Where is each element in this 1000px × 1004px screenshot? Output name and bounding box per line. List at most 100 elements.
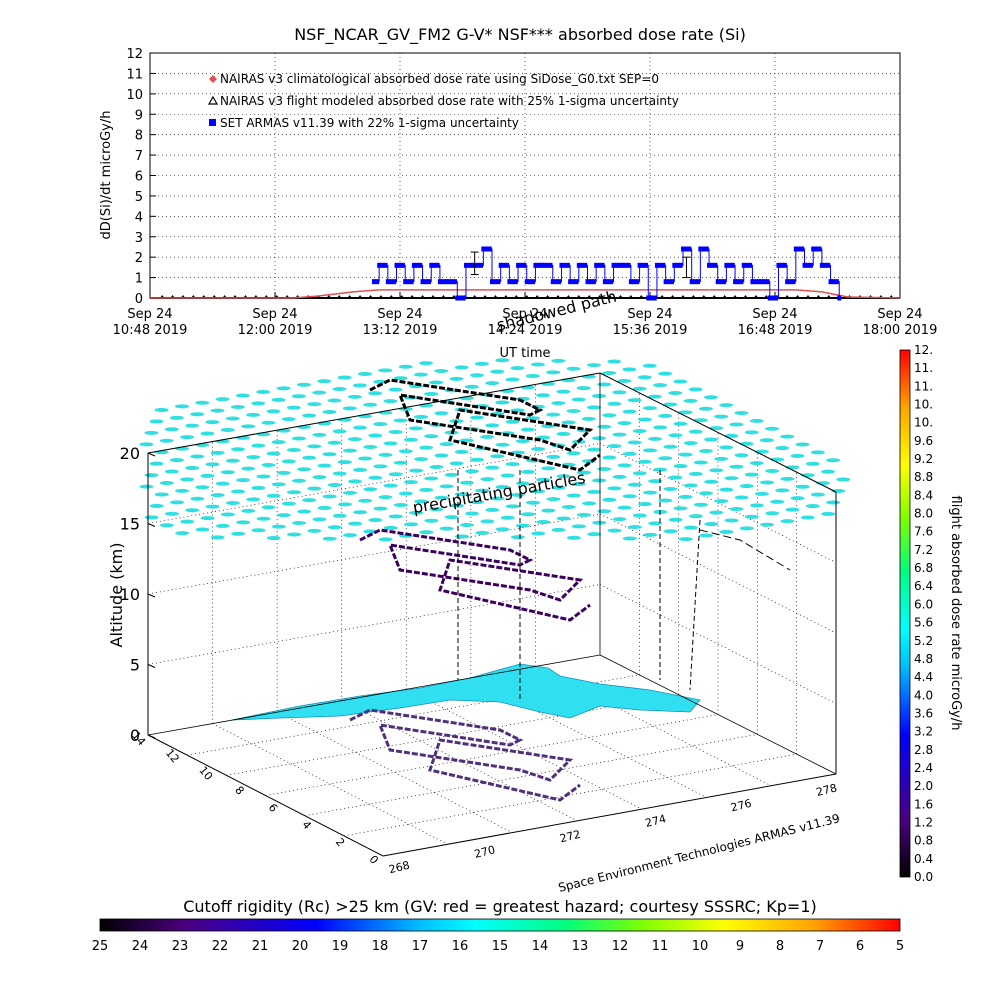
series-armas-point	[739, 279, 744, 285]
series-armas-point	[571, 279, 576, 285]
series-armas-point	[533, 262, 538, 268]
particle-dash	[592, 520, 607, 525]
series-armas-point	[470, 262, 475, 268]
series-armas-point	[507, 279, 512, 285]
particle-dash	[582, 501, 597, 506]
series-armas-point	[701, 246, 706, 252]
particle-dash	[658, 498, 673, 503]
series-armas-point	[467, 262, 472, 268]
colorbar-tick-label: 1.6	[914, 797, 933, 811]
particle-dash	[729, 464, 744, 469]
particle-dash	[307, 486, 322, 491]
series-armas-point	[834, 279, 839, 285]
series-flight-modeled-point	[607, 295, 614, 299]
ground-dose-footprint	[231, 663, 701, 721]
series-armas-point	[788, 279, 793, 285]
particle-dash	[317, 505, 332, 510]
particle-dash	[709, 468, 724, 473]
series-armas-point	[666, 279, 671, 285]
particle-dash	[688, 387, 703, 392]
latitude-tick-label: 4	[299, 818, 313, 832]
particle-dash	[469, 373, 484, 378]
particle-dash	[531, 447, 546, 451]
particle-dash	[500, 473, 515, 478]
series-armas-point	[814, 246, 819, 252]
particle-dash	[291, 436, 306, 441]
particle-dash	[419, 445, 434, 450]
colorbar-tick-label: 4.0	[914, 688, 933, 702]
x-tick-time: 12:00 2019	[238, 323, 313, 338]
particle-dash	[602, 371, 617, 376]
particle-dash	[699, 533, 714, 538]
particle-dash	[663, 444, 678, 449]
particle-dash	[551, 485, 566, 490]
colorbar-tick-label: 10.	[914, 416, 933, 430]
x-tick-date: Sep 24	[877, 307, 922, 322]
particle-dash	[592, 393, 606, 398]
particle-dash	[546, 454, 561, 459]
particle-dash	[159, 481, 174, 486]
particle-dash	[658, 371, 673, 376]
descent-path	[689, 519, 701, 691]
back-wall-grid-h	[147, 443, 601, 524]
particle-dash	[449, 376, 464, 381]
particle-dash	[765, 426, 780, 431]
particle-dash	[683, 525, 698, 530]
particle-dash	[617, 463, 632, 468]
altitude-tick-mark	[147, 593, 156, 598]
rigidity-tick-label: 15	[492, 939, 509, 954]
series-flight-modeled-point	[659, 295, 666, 299]
longitude-tick-label: 278	[815, 781, 839, 799]
series-armas-point	[652, 295, 657, 301]
square-marker-icon	[209, 119, 216, 126]
particle-dash	[332, 513, 347, 518]
particle-dash	[719, 529, 734, 534]
particle-dash	[500, 515, 515, 520]
particle-dash	[414, 457, 429, 462]
particle-dash	[622, 367, 637, 372]
particle-dash	[505, 462, 520, 467]
series-armas-point	[585, 279, 590, 285]
series-flight-modeled-point	[575, 295, 582, 299]
particle-dash	[474, 361, 489, 366]
series-armas-point	[756, 279, 761, 285]
particle-dash	[597, 382, 612, 387]
series-armas-point	[741, 262, 746, 268]
particle-dash	[261, 420, 276, 425]
rigidity-tick-label: 14	[532, 939, 549, 954]
particle-dash	[368, 391, 383, 396]
top-plot-grid	[150, 53, 900, 298]
series-armas-point	[617, 262, 622, 268]
particle-dash	[251, 485, 266, 490]
legend-entry-armas: SET ARMAS v11.39 with 22% 1-sigma uncert…	[209, 116, 519, 130]
particle-dash	[587, 489, 602, 494]
colorbar-tick-label: 11.	[914, 361, 933, 375]
particle-dash	[607, 528, 622, 533]
particle-dash	[770, 499, 785, 504]
particle-dash	[139, 484, 154, 489]
particle-dash	[673, 506, 688, 511]
particle-dash	[490, 369, 505, 374]
particle-dash	[398, 449, 413, 454]
particle-dash	[673, 464, 688, 469]
particle-dash	[225, 458, 240, 463]
colorbar-tick-label: 12.	[914, 343, 933, 357]
flight-track-segment	[349, 708, 581, 802]
colorbar-tick-label: 8.8	[914, 470, 933, 484]
particle-dash	[383, 525, 398, 530]
particle-dash	[205, 504, 220, 509]
particle-dash	[637, 417, 652, 422]
particle-dash	[363, 445, 378, 450]
side-wall-grid-h	[599, 584, 837, 704]
particle-dash	[617, 421, 632, 426]
series-armas-point	[628, 279, 633, 285]
series-flight-modeled-point	[586, 295, 593, 299]
longitude-tick-label: 270	[473, 843, 497, 861]
particle-dash	[215, 523, 230, 528]
particle-dash	[714, 456, 729, 461]
particle-dash	[210, 450, 225, 455]
box-edge	[147, 372, 601, 454]
particle-dash	[348, 479, 362, 484]
